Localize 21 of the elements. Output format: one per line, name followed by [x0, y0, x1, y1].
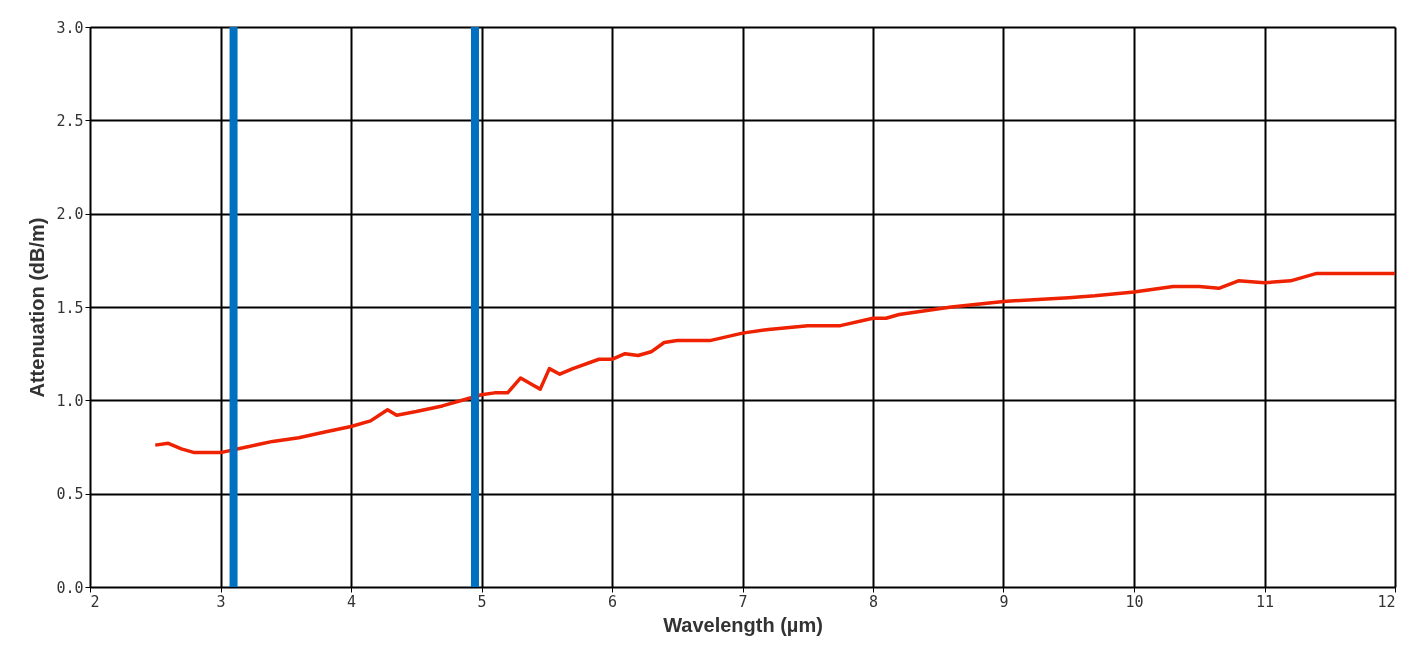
y-tick-label: 2.5 — [56, 111, 84, 130]
y-tick-label: 0.5 — [56, 485, 84, 504]
x-tick-label: 10 — [1125, 592, 1144, 611]
line-series — [153, 271, 1397, 455]
y-tick-label: 1.0 — [56, 391, 84, 410]
y-tick-label: 1.5 — [56, 298, 84, 317]
x-tick-label: 6 — [607, 592, 618, 611]
x-tick-label: 7 — [738, 592, 748, 611]
x-tick-label: 8 — [868, 592, 879, 611]
x-tick-label: 2 — [90, 592, 100, 611]
x-axis-title: Wavelength (µm) — [663, 613, 823, 636]
y-axis-title: Attenuation (dB/m) — [26, 217, 49, 398]
x-tick-label: 9 — [999, 592, 1009, 611]
x-tick-label: 11 — [1255, 592, 1275, 611]
x-tick-label: 5 — [477, 592, 487, 611]
x-tick-label: 4 — [346, 592, 357, 611]
x-tick-label: 12 — [1377, 592, 1396, 611]
y-tick-label: 0.0 — [56, 578, 84, 597]
y-tick-label: 2.0 — [56, 205, 84, 224]
y-tick-label: 3.0 — [56, 18, 84, 37]
x-tick-label: 3 — [216, 592, 226, 611]
